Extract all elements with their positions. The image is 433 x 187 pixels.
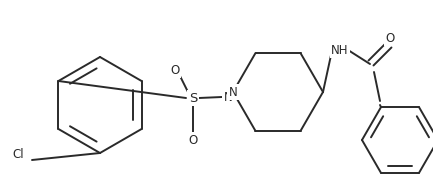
Text: O: O bbox=[188, 134, 197, 146]
Text: O: O bbox=[170, 64, 180, 76]
Text: NH: NH bbox=[331, 44, 349, 56]
Text: Cl: Cl bbox=[12, 148, 24, 162]
Text: N: N bbox=[223, 91, 233, 103]
Text: N: N bbox=[229, 85, 237, 99]
Text: O: O bbox=[385, 31, 394, 45]
Text: S: S bbox=[189, 91, 197, 105]
